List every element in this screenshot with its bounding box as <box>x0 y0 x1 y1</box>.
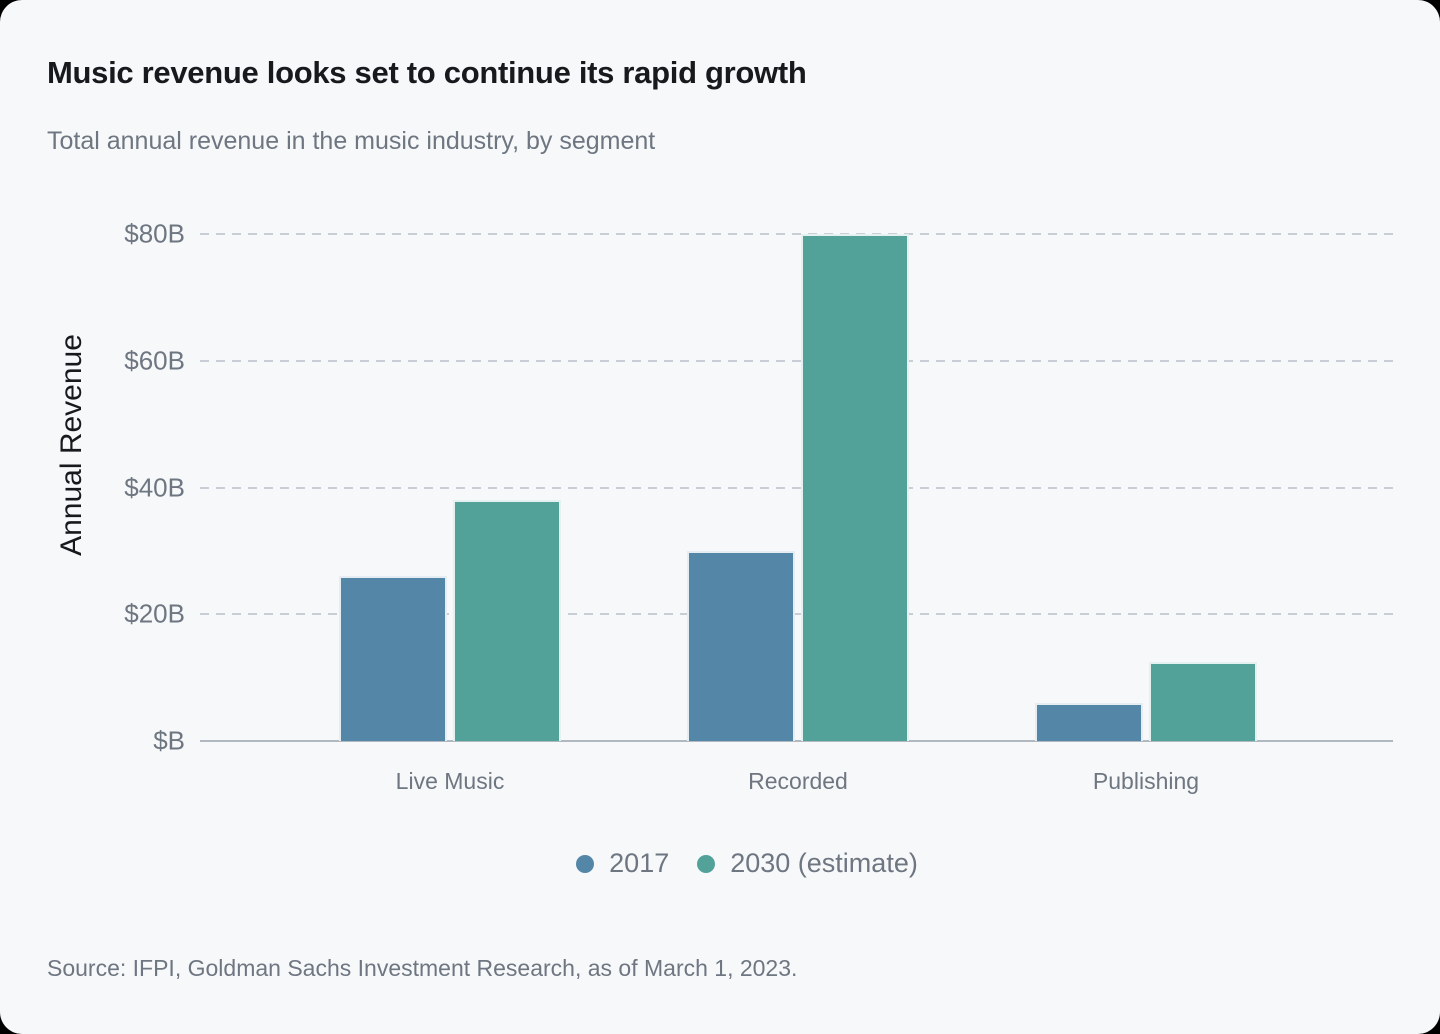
legend: 2017 2030 (estimate) <box>0 848 1440 879</box>
legend-dot-2030-estimate <box>697 854 716 873</box>
bar-2030-estimate-recorded <box>801 234 909 741</box>
y-tick-label-0: $B <box>153 725 185 756</box>
bar-2030-estimate-publishing <box>1149 661 1257 741</box>
y-tick-label-60: $60B <box>124 345 185 376</box>
bar-2017-live-music <box>339 576 447 741</box>
x-category-label-recorded: Recorded <box>748 768 848 794</box>
source-note: Source: IFPI, Goldman Sachs Investment R… <box>47 955 798 981</box>
x-category-label-live-music: Live Music <box>395 768 505 794</box>
gridline-80 <box>200 233 1393 235</box>
bar-2030-estimate-live-music <box>453 500 561 741</box>
legend-item-2017: 2017 <box>576 848 669 879</box>
y-tick-label-20: $20B <box>124 598 185 629</box>
x-category-label-publishing: Publishing <box>1092 768 1200 794</box>
legend-item-2030-estimate: 2030 (estimate) <box>697 848 918 879</box>
gridline-40 <box>200 486 1393 489</box>
bar-2017-publishing <box>1035 702 1143 741</box>
gridline-60 <box>200 359 1393 362</box>
y-tick-label-40: $40B <box>124 472 185 502</box>
legend-dot-2017 <box>576 854 595 873</box>
gridline-20 <box>200 613 1393 616</box>
x-axis-line <box>200 740 1393 742</box>
legend-label-2030-estimate: 2030 (estimate) <box>730 848 918 878</box>
bar-2017-recorded <box>687 550 795 741</box>
y-tick-label-80: $80B <box>124 218 185 249</box>
legend-label-2017: 2017 <box>609 848 670 878</box>
chart-subtitle: Total annual revenue in the music indust… <box>47 127 656 155</box>
chart-title: Music revenue looks set to continue its … <box>47 55 807 90</box>
